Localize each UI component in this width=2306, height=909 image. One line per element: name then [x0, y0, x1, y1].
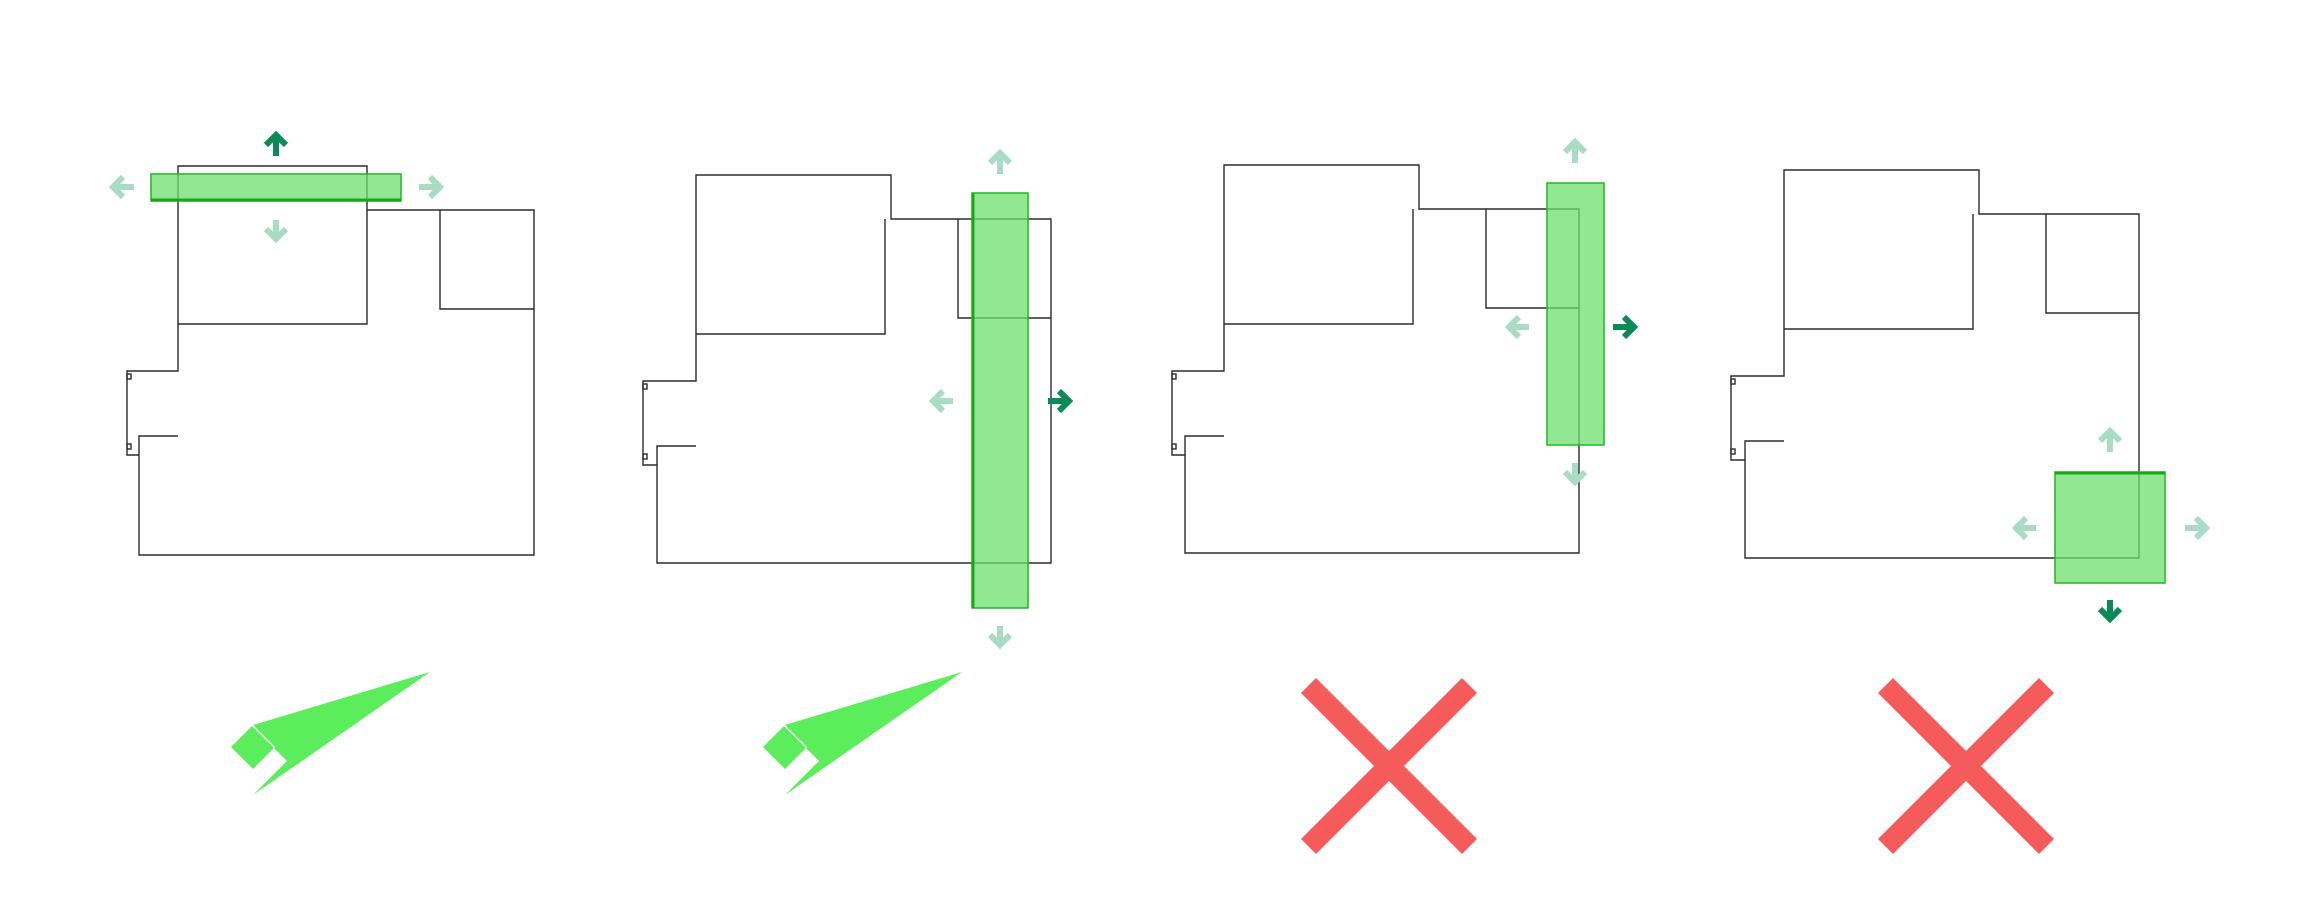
checkmark-icon [763, 672, 962, 795]
checkmark-icon [231, 672, 430, 795]
cross-icon [1301, 678, 1477, 854]
floor-plan [1730, 169, 2140, 559]
arrow-icon[interactable] [2097, 426, 2123, 452]
selection-overlay[interactable] [1546, 182, 1605, 446]
arrow-icon[interactable] [2011, 515, 2036, 541]
selection-overlay[interactable] [2054, 471, 2166, 584]
selection-overlay[interactable] [971, 192, 1029, 609]
arrow-icon[interactable] [263, 220, 289, 244]
floor-plan [126, 165, 535, 556]
arrow-icon[interactable] [1048, 388, 1074, 414]
arrow-icon[interactable] [108, 174, 134, 200]
floor-plan [1171, 164, 1580, 554]
arrow-icon[interactable] [1504, 314, 1529, 340]
panel-4 [1730, 169, 2211, 854]
arrow-icon[interactable] [419, 174, 445, 200]
arrow-icon[interactable] [987, 626, 1013, 650]
panel-2 [642, 148, 1074, 795]
arrow-icon[interactable] [987, 148, 1013, 174]
cross-icon [1878, 678, 2054, 854]
arrow-icon[interactable] [2185, 515, 2211, 541]
arrow-icon[interactable] [2097, 600, 2123, 624]
panel-1 [108, 130, 535, 795]
arrow-icon[interactable] [263, 130, 289, 156]
arrow-icon[interactable] [928, 388, 953, 414]
arrow-icon[interactable] [1562, 463, 1588, 487]
panel-3 [1171, 137, 1639, 854]
arrow-icon[interactable] [1562, 137, 1588, 163]
selection-overlay[interactable] [150, 173, 402, 202]
arrow-icon[interactable] [1613, 314, 1639, 340]
